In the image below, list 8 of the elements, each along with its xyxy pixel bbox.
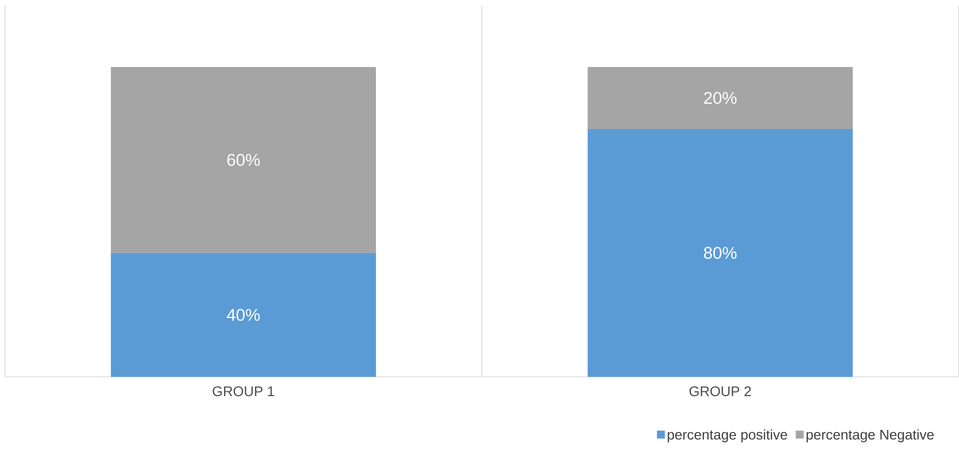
data-label: 20% xyxy=(704,92,737,104)
legend-label: percentage positive xyxy=(668,429,788,442)
legend-label: percentage Negative xyxy=(806,429,934,442)
data-label: 60% xyxy=(227,154,260,166)
data-label: 80% xyxy=(704,246,737,259)
x-tick-label: GROUP 1 xyxy=(212,386,274,396)
x-tick-label: GROUP 2 xyxy=(690,386,751,396)
data-label: 40% xyxy=(226,308,260,321)
